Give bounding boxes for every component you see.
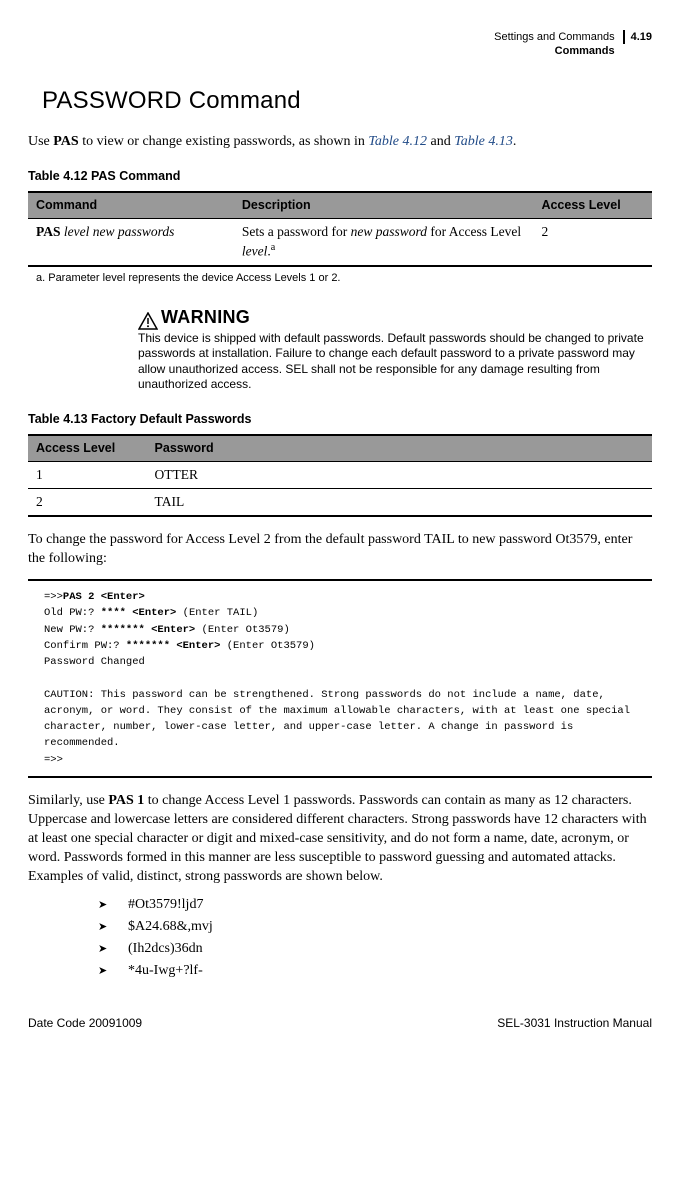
warning-label: WARNING bbox=[161, 305, 250, 329]
th-access-level: Access Level bbox=[533, 192, 652, 218]
warning-icon bbox=[138, 312, 158, 330]
code-block: =>>PAS 2 <Enter> Old PW:? **** <Enter> (… bbox=[28, 579, 652, 778]
list-item: #Ot3579!ljd7 bbox=[98, 896, 652, 915]
table-413-caption: Table 4.13 Factory Default Passwords bbox=[28, 411, 652, 428]
header-chapter: Settings and Commands bbox=[494, 30, 614, 44]
list-item: *4u-Iwg+?lf- bbox=[98, 962, 652, 981]
password-examples-list: #Ot3579!ljd7 $A24.68&,mvj (Ih2dcs)36dn *… bbox=[28, 896, 652, 981]
table-412: Command Description Access Level PAS lev… bbox=[28, 191, 652, 267]
instruction-paragraph: To change the password for Access Level … bbox=[28, 531, 652, 569]
table-row: Access Level Password bbox=[28, 435, 652, 461]
cell-access-level: 2 bbox=[533, 218, 652, 265]
th-description: Description bbox=[234, 192, 534, 218]
table-row: Command Description Access Level bbox=[28, 192, 652, 218]
header-labels: Settings and Commands Commands bbox=[494, 30, 622, 59]
th-access-level: Access Level bbox=[28, 435, 147, 461]
footer-date-code: Date Code 20091009 bbox=[28, 1015, 142, 1031]
list-item: (Ih2dcs)36dn bbox=[98, 940, 652, 959]
cell-password: TAIL bbox=[147, 489, 652, 517]
th-command: Command bbox=[28, 192, 234, 218]
cell-password: OTTER bbox=[147, 461, 652, 488]
cell-access-level: 2 bbox=[28, 489, 147, 517]
table-row: 2 TAIL bbox=[28, 489, 652, 517]
page-header: Settings and Commands Commands 4.19 bbox=[28, 30, 652, 59]
warning-header: WARNING bbox=[138, 305, 652, 329]
footer-manual-name: SEL-3031 Instruction Manual bbox=[497, 1015, 652, 1031]
cell-access-level: 1 bbox=[28, 461, 147, 488]
cell-description: Sets a password for new password for Acc… bbox=[234, 218, 534, 265]
table-413-link[interactable]: Table 4.13 bbox=[454, 134, 513, 149]
th-password: Password bbox=[147, 435, 652, 461]
table-row: PAS level new passwords Sets a password … bbox=[28, 218, 652, 265]
page-number: 4.19 bbox=[623, 30, 652, 44]
table-row: 1 OTTER bbox=[28, 461, 652, 488]
table-412-caption: Table 4.12 PAS Command bbox=[28, 168, 652, 185]
intro-paragraph: Use PAS to view or change existing passw… bbox=[28, 133, 652, 152]
list-item: $A24.68&,mvj bbox=[98, 918, 652, 937]
table-413: Access Level Password 1 OTTER 2 TAIL bbox=[28, 434, 652, 517]
cell-command: PAS level new passwords bbox=[28, 218, 234, 265]
section-title: PASSWORD Command bbox=[42, 85, 652, 117]
page-footer: Date Code 20091009 SEL-3031 Instruction … bbox=[28, 1015, 652, 1031]
explanation-paragraph: Similarly, use PAS 1 to change Access Le… bbox=[28, 792, 652, 886]
table-412-link[interactable]: Table 4.12 bbox=[368, 134, 427, 149]
header-section: Commands bbox=[494, 44, 614, 58]
warning-text: This device is shipped with default pass… bbox=[138, 331, 652, 393]
table-412-footnote: a. Parameter level represents the device… bbox=[36, 271, 652, 286]
warning-block: WARNING This device is shipped with defa… bbox=[138, 305, 652, 393]
